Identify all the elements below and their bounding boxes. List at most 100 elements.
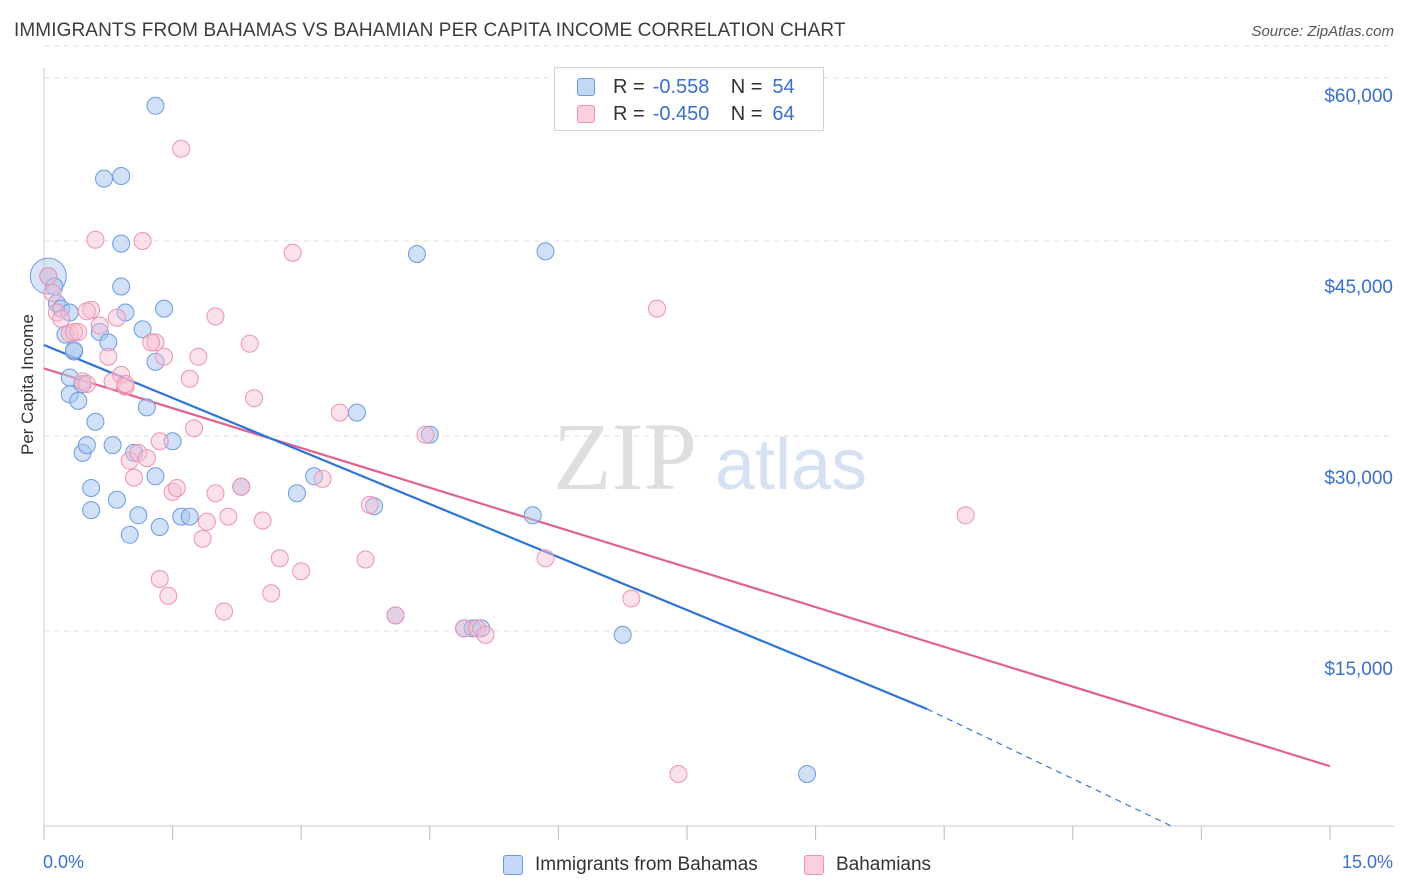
r-label: R = — [613, 75, 645, 98]
bahamas-point — [133, 320, 152, 339]
bahamians-point — [262, 584, 281, 603]
bahamians-point — [150, 432, 169, 451]
bahamas-point — [146, 467, 165, 486]
bahamas-point — [69, 391, 88, 410]
bahamians-point — [197, 512, 216, 531]
n-label: N = — [730, 75, 763, 98]
watermark-atlas: atlas — [715, 425, 867, 505]
watermark: ZIP atlas — [553, 403, 867, 510]
bahamians-point — [647, 299, 666, 318]
bahamas-point — [420, 425, 439, 444]
bahamians-point — [330, 403, 349, 422]
bahamians-point — [956, 506, 975, 525]
bahamians-point — [99, 347, 118, 366]
y-axis-label: Per Capita Income — [18, 314, 37, 455]
bahamians-point — [253, 511, 272, 530]
bahamians-point — [116, 375, 135, 393]
bahamians-point — [313, 469, 332, 488]
axes — [43, 68, 1394, 840]
bahamians-point — [39, 267, 58, 286]
bahamians-point — [150, 570, 169, 588]
bahamians-point — [43, 284, 62, 302]
legend-row-bahamians: R = -0.450 N = 64 — [577, 101, 795, 127]
bahamians-point — [240, 334, 259, 353]
r-value: -0.450 — [652, 102, 710, 125]
bahamians-point — [476, 625, 495, 644]
bahamians-point — [215, 602, 234, 621]
bahamians-point — [356, 550, 375, 569]
bahamas-point — [163, 432, 182, 451]
bahamas-point — [112, 167, 131, 185]
bahamians-point — [77, 375, 96, 393]
bahamas-point — [407, 245, 426, 263]
chart-title: IMMIGRANTS FROM BAHAMAS VS BAHAMIAN PER … — [14, 20, 846, 41]
bahamas-point — [107, 490, 126, 509]
bahamians-point — [159, 586, 178, 605]
y-tick-label: $60,000 — [1324, 86, 1393, 107]
bahamians-point — [206, 484, 225, 503]
bahamians-point — [65, 323, 84, 341]
bahamas-point — [103, 436, 122, 455]
bahamians-point — [360, 495, 379, 514]
bahamians-point — [193, 529, 212, 548]
n-value: 54 — [772, 75, 795, 98]
bahamas-point — [129, 506, 148, 525]
bahamas-point — [523, 506, 542, 525]
bahamians-point — [107, 308, 126, 327]
bahamians-point — [129, 443, 148, 462]
legend-item-bahamas: Immigrants from Bahamas — [503, 852, 758, 878]
bahamas-trend-line — [43, 343, 928, 711]
bahamians-point — [386, 606, 405, 625]
bahamas-point — [112, 277, 131, 296]
bahamas-point — [116, 303, 135, 322]
bahamas-point — [287, 484, 306, 503]
bahamas-point — [95, 169, 114, 188]
correlation-legend: R = -0.558 N = 54 R = -0.450 N = 64 — [554, 67, 824, 131]
bahamas-point — [82, 501, 101, 520]
legend-label: Bahamians — [836, 854, 932, 875]
source-label: Source: ZipAtlas.com — [1251, 23, 1394, 40]
bahamians-point — [167, 479, 186, 497]
bahamians-point — [180, 369, 199, 388]
bahamas-point — [99, 333, 118, 352]
bahamians-point — [172, 139, 191, 158]
bahamians-point — [125, 468, 144, 487]
bahamas-point — [65, 341, 84, 360]
bahamians-point — [86, 230, 105, 249]
bahamians-point — [536, 549, 555, 568]
y-tick-label: $15,000 — [1324, 659, 1393, 680]
bahamians-point — [416, 425, 435, 444]
n-value: 64 — [772, 102, 795, 125]
y-tick-label: $30,000 — [1324, 468, 1393, 489]
bahamas-point — [798, 765, 817, 783]
bahamians-point — [146, 333, 165, 352]
bahamians-trend-line — [43, 367, 1331, 768]
bahamians-point — [112, 365, 131, 384]
bahamians-point — [52, 310, 71, 328]
bahamas-point — [146, 352, 165, 371]
bahamians-point — [219, 507, 238, 526]
blue-swatch — [577, 78, 595, 96]
bahamians-point — [206, 307, 225, 326]
x-tick-label: 15.0% — [1341, 852, 1393, 872]
x-tick-label: 0.0% — [43, 852, 85, 872]
bahamas-point — [146, 96, 165, 115]
legend-item-bahamians: Bahamians — [804, 852, 931, 878]
bahamians-point — [232, 477, 251, 496]
bahamas-point — [120, 525, 139, 544]
bahamas-point — [150, 518, 169, 536]
bahamians-point — [77, 302, 96, 321]
r-label: R = — [613, 102, 645, 125]
bahamians-point — [69, 323, 88, 341]
y-tick-label: $45,000 — [1324, 277, 1393, 298]
bahamas-point — [137, 398, 156, 417]
legend-row-bahamas: R = -0.558 N = 54 — [577, 74, 795, 100]
bahamas-point — [86, 412, 105, 431]
bahamians-point — [622, 589, 641, 608]
bahamas-point — [112, 234, 131, 253]
bahamians-point — [137, 449, 156, 468]
bahamians-point — [292, 562, 311, 581]
n-label: N = — [730, 102, 763, 125]
pink-swatch — [804, 855, 824, 875]
